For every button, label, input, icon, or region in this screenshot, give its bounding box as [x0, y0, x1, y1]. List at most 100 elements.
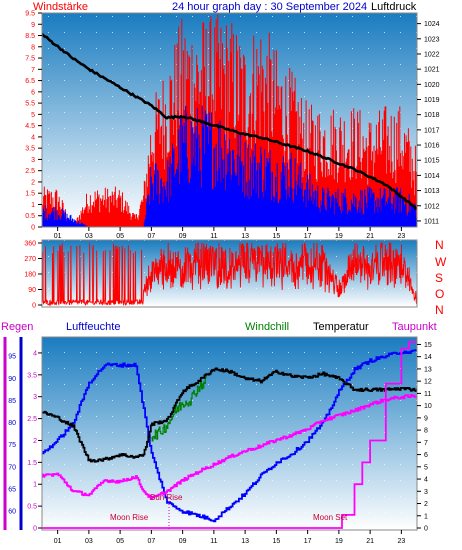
direction-label-n1: N: [435, 238, 444, 252]
wind-ytick-label: 1: [31, 202, 35, 209]
direction-ytick-label: 360: [24, 241, 36, 248]
wind-xtick-label: 11: [210, 233, 217, 240]
wind-panel-frame: [41, 12, 418, 228]
wind-xtick-label: 03: [85, 233, 93, 240]
temp-xtick-label: 07: [147, 538, 155, 545]
temp-ytick-label: 14: [424, 354, 432, 361]
temp-ytick-label: 13: [424, 366, 432, 373]
wind-xtick-label: 15: [272, 233, 280, 240]
wind-direction-series: [42, 242, 417, 307]
temp-xtick-label: 05: [116, 538, 124, 545]
direction-ytick-label: 180: [24, 272, 36, 279]
rain-ytick-label: 1: [33, 482, 37, 489]
temp-ytick-label: 5: [424, 464, 428, 471]
wind-ytick-label: 0.5: [25, 213, 35, 220]
pressure-ytick-label: 1015: [424, 158, 440, 165]
wind-ytick-label: 6.5: [25, 78, 35, 85]
wind-ytick-label: 4: [31, 134, 35, 141]
pressure-series: [42, 33, 417, 210]
rain-ytick-label: 2: [33, 438, 37, 445]
wind-ytick-label: 1.5: [25, 191, 35, 198]
rain-ytick-label: 4: [33, 350, 37, 357]
temp-ytick-label: 4: [424, 477, 428, 484]
rain-ytick-label: 0: [33, 526, 37, 533]
temp-ytick-label: 1: [424, 513, 428, 520]
temp-xtick-label: 17: [304, 538, 312, 545]
wind-ytick-label: 2: [31, 179, 35, 186]
temperature-panel-frame: [41, 336, 418, 531]
direction-label-o: O: [435, 287, 445, 301]
direction-label-s: S: [435, 271, 444, 285]
wind-ytick-label: 3.5: [25, 146, 35, 153]
pressure-ytick-label: 1018: [424, 112, 440, 119]
moon-set-annotation: Moon Set: [313, 513, 348, 522]
humidity-series: [42, 349, 417, 523]
wind-xtick-label: 23: [397, 233, 405, 240]
wind-ytick-label: 9.5: [25, 11, 35, 18]
pressure-ytick-label: 1024: [424, 21, 440, 28]
pressure-ytick-label: 1019: [424, 97, 440, 104]
legend-windchill: Windchill: [245, 321, 290, 333]
rain-ytick-label: 0.5: [27, 504, 37, 511]
humidity-ytick-label: 75: [8, 442, 16, 449]
direction-ytick-label: 90: [28, 287, 36, 294]
legend-temperatur: Temperatur: [313, 321, 369, 333]
moon-rise-annotation: Moon Rise: [110, 513, 149, 522]
direction-ytick-label: 270: [24, 256, 36, 263]
wind-ytick-label: 8.5: [25, 33, 35, 40]
pressure-ytick-label: 1014: [424, 173, 440, 180]
temp-xtick-label: 19: [335, 538, 343, 545]
wind-xtick-label: 13: [241, 233, 249, 240]
chart-title: 24 hour graph day : 30 September 2024: [172, 1, 368, 13]
temp-ytick-label: 15: [424, 342, 432, 349]
wind-xtick-label: 05: [116, 233, 124, 240]
temp-xtick-label: 11: [210, 538, 217, 545]
wind-pressure-panel: 0 0.5 1 1.5 2 2.5 3 3.5 4 4.5 5 5.5 6 6.5 7 7.5 8 8.5 9 9.5…: [25, 11, 439, 241]
temp-ytick-label: 10: [424, 403, 432, 410]
legend-taupunkt: Taupunkt: [392, 321, 437, 333]
temp-ytick-label: 9: [424, 415, 428, 422]
temp-xtick-label: 03: [85, 538, 93, 545]
legend-luftfeuchte: Luftfeuchte: [66, 321, 121, 333]
wind-ytick-label: 8: [31, 44, 35, 51]
pressure-ytick-label: 1021: [424, 67, 440, 74]
humidity-ytick-label: 80: [8, 420, 16, 427]
legend-regen: Regen: [1, 321, 34, 333]
temperature-series: [42, 367, 417, 463]
rain-ytick-label: 1.5: [27, 460, 37, 467]
temperature-panel: 606570758085909500.511.522.533.540123456…: [3, 336, 432, 545]
temp-xtick-label: 01: [54, 538, 62, 545]
wind-ytick-label: 5.5: [25, 101, 35, 108]
temp-ytick-label: 11: [424, 391, 431, 398]
wind-ytick-label: 7: [31, 67, 35, 74]
temp-xtick-label: 15: [272, 538, 280, 545]
temp-xtick-label: 23: [397, 538, 405, 545]
rain-ytick-label: 3: [33, 394, 37, 401]
rain-ytick-label: 2.5: [27, 416, 37, 423]
humidity-ytick-label: 90: [8, 376, 16, 383]
direction-ytick-label: 0: [32, 303, 36, 310]
wind-ytick-label: 5: [31, 112, 35, 119]
pressure-ytick-label: 1013: [424, 188, 440, 195]
windchill-series: [151, 376, 207, 442]
temp-ytick-label: 7: [424, 440, 428, 447]
temp-ytick-label: 12: [424, 379, 432, 386]
wind-xtick-label: 19: [335, 233, 343, 240]
pressure-ytick-label: 1016: [424, 143, 440, 150]
wind-ytick-label: 3: [31, 157, 35, 164]
wind-xtick-label: 07: [147, 233, 155, 240]
pressure-ytick-label: 1023: [424, 36, 440, 43]
pressure-label: Luftdruck: [371, 1, 417, 13]
dewpoint-series: [42, 394, 417, 500]
wind-ytick-label: 4.5: [25, 123, 35, 130]
wind-direction-panel: 0 90 180 270 360: [24, 239, 418, 310]
wind-xtick-label: 21: [366, 233, 374, 240]
temp-xtick-label: 09: [179, 538, 187, 545]
pressure-ytick-label: 1020: [424, 82, 440, 89]
wind-ytick-label: 9: [31, 22, 35, 29]
temp-ytick-label: 6: [424, 452, 428, 459]
temp-xtick-label: 21: [366, 538, 374, 545]
wind-xtick-label: 09: [179, 233, 187, 240]
humidity-ytick-label: 95: [8, 354, 16, 361]
